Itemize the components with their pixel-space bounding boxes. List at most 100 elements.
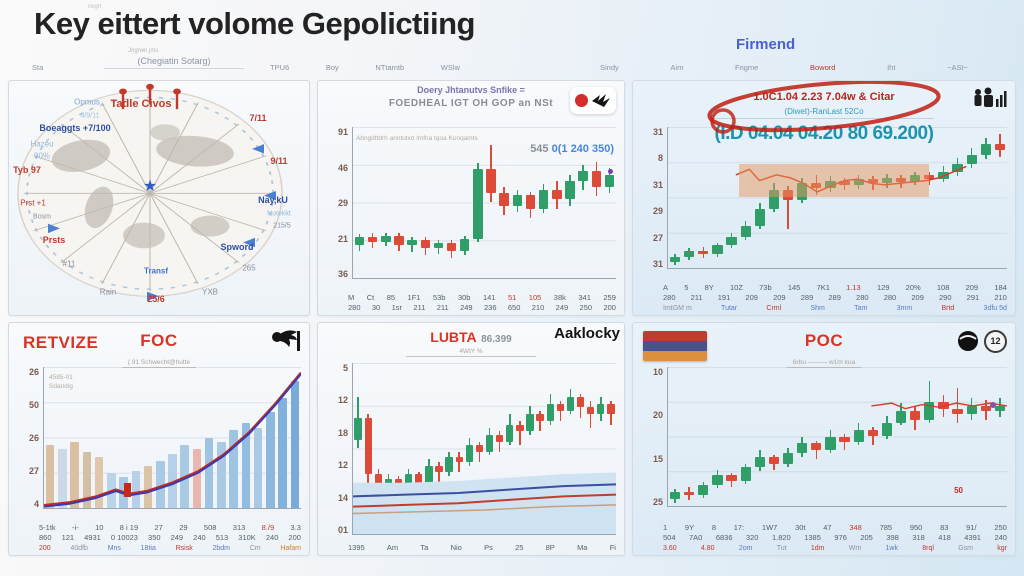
annot-y-axis: 31 8 31 29 27 31 — [637, 127, 667, 269]
x-tick: 976 — [834, 533, 847, 543]
x-tick: 210 — [531, 302, 545, 312]
map-label: Opmus — [74, 97, 100, 107]
candle-body — [384, 479, 393, 492]
y-tick: 25 — [652, 496, 663, 507]
x-tick: A — [663, 283, 669, 293]
x-tick: 27 — [154, 523, 163, 533]
panel-retvize-bars: RETVIZE FOC (.91 Schwecht@hutte 4585-01 … — [8, 322, 310, 556]
lubta-subtitle: 4WtY % — [406, 348, 536, 357]
x-tick: 29 — [179, 523, 188, 533]
map-label: Hazeu — [30, 139, 54, 149]
nav-item[interactable]: Boword — [810, 63, 836, 72]
candle-body — [460, 238, 470, 251]
annot-chart: 31 8 31 29 27 31 — [637, 127, 1007, 269]
map-label: 7/11 — [249, 113, 267, 124]
candle-body — [415, 474, 423, 483]
x-tick: 310K — [238, 533, 256, 543]
x-tick: 10Z — [729, 283, 743, 293]
candle-body — [966, 405, 977, 415]
mask-face-icon — [958, 331, 978, 351]
bars-plot — [43, 367, 301, 509]
poc-x-axis: 1 9Y 8 17: 1W7 30t 47 348 785 950 83 91/250 504 7A0 6… — [663, 523, 1007, 553]
map-label: Boeaggts +7/100 — [39, 122, 111, 133]
y-tick: 29 — [337, 198, 348, 208]
nav-item[interactable]: Iht — [887, 63, 896, 72]
x-tick: 73b — [759, 283, 772, 293]
x-tick: 209 — [745, 293, 758, 303]
candle-wick — [928, 380, 931, 423]
annot-subtitle: (Diwet)-RanLast 52Co — [714, 107, 934, 119]
nav-item[interactable]: −ASt− — [947, 63, 968, 72]
x-tick: 211 — [436, 302, 449, 312]
fed-title-line1: Doery Jhtanutvs Snfike = — [417, 85, 525, 95]
candle-body — [404, 474, 413, 487]
x-tick: 91/ — [966, 523, 977, 533]
world-map-radar — [17, 83, 283, 301]
x-label: 3.60 — [663, 544, 677, 552]
panel-geo-radar: ★ Tadle Civos Opmus 4/9/11 Boeaggts +7/100 H… — [8, 80, 310, 316]
bar — [45, 444, 55, 508]
candle-wick — [498, 431, 501, 452]
x-tick: 205 — [860, 533, 873, 543]
map-label: 4/9/11 — [80, 112, 100, 120]
x-label: 1wk — [885, 544, 898, 552]
nav-item[interactable]: Fngme — [735, 63, 759, 72]
panel-grid: ★ Tadle Civos Opmus 4/9/11 Boeaggts +7/100 H… — [8, 80, 1016, 556]
fed-chart: 91 46 29 21 36 — [322, 127, 616, 279]
y-tick: 12 — [337, 460, 348, 471]
foc-header: FOC (.91 Schwecht@hutte — [9, 331, 309, 369]
candle-body — [811, 443, 822, 451]
candle-body — [420, 240, 431, 248]
nav-item[interactable]: TPU6 — [270, 63, 290, 72]
x-tick: 83 — [940, 523, 949, 533]
x-tick: 1W7 — [761, 523, 778, 533]
bar — [253, 427, 263, 508]
nav-item[interactable]: Sindy — [600, 63, 619, 72]
bars-annotation: 4585-01 Sdandig — [49, 373, 73, 391]
candle-body — [754, 457, 765, 468]
x-tick: 398 — [886, 533, 899, 543]
candle-body — [684, 251, 695, 257]
candle-body — [591, 170, 601, 188]
candle-wick — [438, 462, 440, 483]
x-tick: 209 — [965, 283, 979, 293]
x-tick: 650 — [507, 302, 521, 312]
candle-body — [712, 475, 723, 486]
annot-icons — [971, 87, 1007, 109]
nav-item-sta[interactable]: Sta — [32, 63, 44, 72]
x-tick: 280 — [348, 302, 361, 312]
candle-body — [607, 404, 615, 415]
map-label: 9/11 — [270, 155, 288, 166]
x-tick: Ma — [577, 542, 588, 552]
candle-body — [938, 401, 949, 409]
x-tick: 0 10023 — [110, 533, 138, 543]
bar — [58, 448, 67, 508]
x-tick: 313 — [232, 523, 246, 533]
candle-body — [485, 434, 494, 452]
bar — [192, 448, 202, 508]
candle-body — [587, 407, 595, 415]
candle-body — [825, 436, 836, 451]
candle-body — [604, 175, 615, 188]
fed-title-line2: FOEDHEAL IGT OH GOP an NSt — [388, 97, 554, 109]
x-tick: 860 — [39, 533, 52, 543]
panel-fed-candles: Doery Jhtanutvs Snfike = FOEDHEAL IGT OH… — [317, 80, 625, 316]
poc-icons: 12 — [956, 329, 1007, 353]
foc-subtitle: (.91 Schwecht@hutte — [121, 358, 197, 368]
x-tick: 121 — [61, 533, 75, 543]
candle-body — [698, 485, 709, 495]
nav-item[interactable]: WSlw — [440, 63, 460, 72]
nav-item[interactable]: Boy — [325, 63, 339, 72]
tricolor-flag-icon — [643, 331, 707, 361]
nav-item[interactable]: Aim — [670, 63, 684, 72]
brand-logo[interactable]: Firmend — [736, 36, 796, 53]
candle-body — [394, 235, 404, 245]
candle-wick — [787, 186, 789, 229]
x-tick: 5 — [684, 283, 689, 293]
nav-item[interactable]: NTtamtb — [375, 63, 405, 72]
x-tick: 250 — [579, 302, 593, 312]
lubta-chart: 5 12 18 12 14 01 — [322, 363, 616, 535]
x-tick: 209 — [911, 293, 924, 303]
x-tick: 47 — [823, 523, 832, 533]
candle-body — [740, 467, 751, 481]
